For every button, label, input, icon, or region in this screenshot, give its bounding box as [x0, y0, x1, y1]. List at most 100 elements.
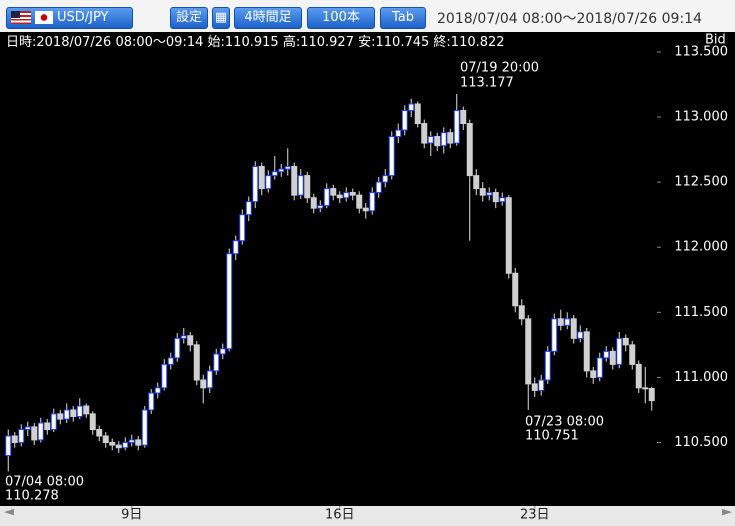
- candle-body: [453, 110, 460, 144]
- candle-body: [466, 123, 473, 177]
- y-tick-label: 111.500: [674, 305, 728, 320]
- y-tick-label: 112.000: [674, 240, 728, 255]
- candle-body: [590, 370, 597, 378]
- candle-body: [304, 175, 311, 199]
- info-open-label: 始:: [208, 35, 225, 50]
- candle-body: [265, 175, 272, 190]
- count-button[interactable]: 100本: [307, 7, 375, 29]
- info-low: 110.745: [376, 35, 430, 50]
- toolbar: USD/JPY 設定 ▦ 4時間足 100本 Tab 2018/07/04 08…: [0, 0, 735, 33]
- candle-body: [408, 103, 415, 112]
- candle-body: [89, 413, 96, 430]
- annotation-time: 07/19 20:00: [460, 61, 539, 76]
- candle-body: [375, 181, 382, 194]
- candle-body: [538, 379, 545, 391]
- candle-body: [232, 240, 239, 255]
- y-tick-label: 112.500: [674, 175, 728, 190]
- candle-body: [109, 442, 116, 446]
- candle-body: [499, 197, 506, 203]
- x-tick-label: 16日: [325, 508, 355, 523]
- candle-body: [596, 357, 603, 378]
- candle-body: [531, 383, 538, 391]
- annotation-value: 113.177: [460, 76, 514, 91]
- candle-body: [24, 426, 31, 430]
- y-tick-label: 110.500: [674, 435, 728, 450]
- settings-button[interactable]: 設定: [170, 7, 208, 29]
- candle-body: [330, 188, 337, 196]
- candle-body: [609, 350, 616, 365]
- timeframe-button[interactable]: 4時間足: [234, 7, 302, 29]
- info-line: 日時:2018/07/26 08:00〜09:14 始:110.915 高:11…: [6, 34, 505, 50]
- candle-body: [583, 331, 590, 372]
- tab-button[interactable]: Tab: [380, 7, 426, 29]
- candle-body: [57, 413, 64, 420]
- info-close: 110.822: [451, 35, 505, 50]
- candle-body: [310, 197, 317, 209]
- candle-body: [544, 350, 551, 381]
- x-tick-label: 23日: [520, 508, 550, 523]
- candle-body: [63, 409, 70, 420]
- candle-body: [206, 370, 213, 389]
- time-axis-bar: [0, 506, 735, 526]
- scroll-left[interactable]: ◄: [4, 505, 14, 520]
- info-open: 110.915: [225, 35, 279, 50]
- candle-body: [102, 435, 109, 444]
- candle-body: [154, 387, 161, 394]
- candle-body: [115, 444, 122, 449]
- us-flag: [11, 11, 31, 24]
- candle-body: [551, 318, 558, 352]
- info-high: 110.927: [300, 35, 354, 50]
- candle-body: [434, 136, 441, 147]
- candle-body: [401, 110, 408, 131]
- price-side: Bid: [705, 33, 726, 48]
- candle-body: [369, 192, 376, 212]
- candle-body: [219, 348, 226, 355]
- candle-body: [297, 175, 304, 196]
- candle-body: [356, 194, 363, 209]
- candle-body: [518, 305, 525, 320]
- candle-body: [187, 335, 194, 346]
- candle-body: [193, 344, 200, 381]
- candle-body: [564, 318, 571, 326]
- candle-body: [440, 132, 447, 147]
- candle-body: [128, 439, 135, 444]
- candle-body: [427, 136, 434, 144]
- candle-body: [642, 387, 649, 390]
- candle-body: [239, 214, 246, 242]
- candle-body: [635, 363, 642, 389]
- annotation-value: 110.278: [5, 489, 59, 504]
- candle-body: [395, 129, 402, 138]
- info-time: 日時:2018/07/26 08:00〜09:14: [6, 35, 203, 50]
- candle-body: [622, 337, 629, 346]
- annotation-value: 110.751: [525, 429, 579, 444]
- candle-body: [226, 253, 233, 350]
- candle-body: [278, 168, 285, 173]
- candle-body: [180, 335, 187, 339]
- candle-body: [460, 110, 467, 125]
- candle-body: [213, 353, 220, 372]
- candle-body: [148, 392, 155, 411]
- candle-body: [76, 405, 83, 417]
- y-tick-label: 111.000: [674, 370, 728, 385]
- candle-body: [505, 197, 512, 274]
- y-tick-label: 113.000: [674, 110, 728, 125]
- info-low-label: 安:: [358, 35, 375, 50]
- jp-flag: [35, 11, 53, 24]
- pair-label: USD/JPY: [57, 10, 109, 25]
- candle-body: [362, 207, 369, 212]
- calc-button[interactable]: ▦: [212, 7, 230, 29]
- candle-body: [5, 435, 12, 457]
- candle-body: [317, 205, 324, 209]
- candle-body: [271, 171, 278, 177]
- candle-body: [122, 442, 129, 449]
- candle-body: [135, 439, 142, 446]
- candle-body: [83, 405, 90, 415]
- annotation-time: 07/23 08:00: [525, 415, 604, 430]
- scroll-right[interactable]: ►: [722, 505, 732, 520]
- candle-body: [167, 357, 174, 365]
- candle-body: [96, 428, 103, 437]
- candle-body: [492, 192, 499, 203]
- candle-body: [343, 192, 350, 199]
- candle-body: [252, 165, 259, 203]
- pair-select[interactable]: USD/JPY: [6, 7, 133, 29]
